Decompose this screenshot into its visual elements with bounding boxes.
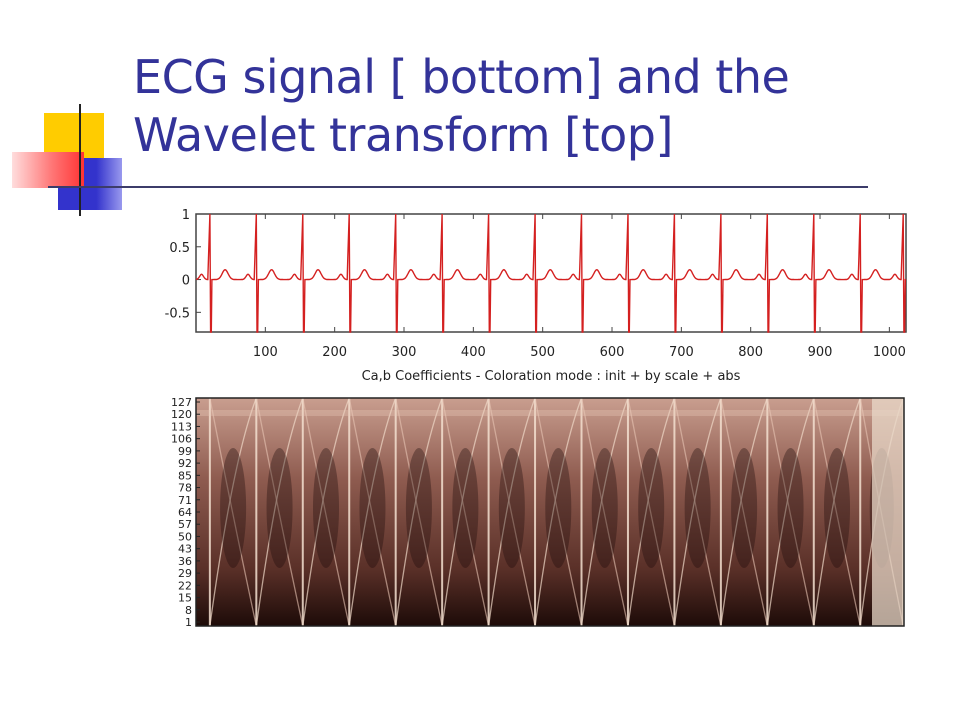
heatmap-top-band — [196, 410, 904, 416]
heatmap-y-tick-label: 29 — [178, 567, 192, 580]
heatmap-fan-line — [627, 398, 676, 626]
heatmap-fan-line — [441, 398, 490, 626]
heatmap-dark-lobe — [405, 448, 432, 568]
heatmap-fan-line — [534, 398, 583, 626]
ecg-y-tick-label: -0.5 — [165, 306, 190, 321]
heatmap-dark-lobe — [591, 448, 618, 568]
heatmap-fan-line — [441, 398, 490, 626]
heatmap-fan-line — [302, 398, 350, 626]
ecg-x-tick-label: 900 — [808, 345, 833, 360]
ecg-x-tick-label: 600 — [600, 345, 625, 360]
heatmap-fan-line — [209, 398, 257, 626]
heatmap-dark-lobe — [266, 448, 293, 568]
heatmap-fan-line — [580, 398, 629, 626]
ecg-plot-frame — [195, 213, 907, 333]
heatmap-fan-line — [720, 398, 768, 626]
heatmap-fan-line — [813, 398, 861, 626]
ecg-y-tick-label: 0.5 — [169, 241, 190, 256]
ecg-x-ticks: 100 200 300 400 500 600 700 800 900 1000 — [253, 214, 906, 360]
heatmap-y-tick-label: 57 — [178, 518, 192, 531]
heatmap-y-tick-label: 106 — [171, 433, 192, 446]
heatmap-fan-line — [673, 398, 722, 626]
heatmap-fan-line — [255, 398, 304, 626]
title-underline — [48, 186, 868, 188]
heatmap-fan-line — [580, 398, 629, 626]
heatmap-y-tick-label: 85 — [178, 469, 192, 482]
ecg-trace — [195, 213, 906, 333]
heatmap-fan-line — [348, 398, 397, 626]
heatmap-dark-lobe — [638, 448, 665, 568]
heatmap-dark-lobe — [777, 448, 804, 568]
ecg-x-tick-label: 500 — [530, 345, 555, 360]
heatmap-dark-lobe — [824, 448, 851, 568]
heatmap-fan-line — [487, 398, 536, 626]
deco-vertical-line — [79, 104, 81, 216]
heatmap-dark-lobe — [731, 448, 758, 568]
ecg-x-tick-label: 800 — [738, 345, 763, 360]
heatmap-dark-lobe — [498, 448, 525, 568]
heatmap-fan-line — [813, 398, 861, 626]
heatmap-y-tick-label: 99 — [178, 445, 192, 458]
ecg-x-tick-label: 400 — [461, 345, 486, 360]
heatmap-dark-lobe — [684, 448, 711, 568]
heatmap-fan-line — [627, 398, 676, 626]
ecg-x-tick-label: 700 — [669, 345, 694, 360]
heatmap-fan-line — [348, 398, 397, 626]
heatmap-dark-lobe — [312, 448, 340, 568]
heatmap-fan-line — [302, 398, 350, 626]
heatmap-fan-line — [395, 398, 443, 626]
heatmap-fan-line — [255, 398, 304, 626]
heatmap-dark-lobe — [452, 448, 479, 568]
ecg-x-tick-label: 300 — [392, 345, 417, 360]
ecg-x-tick-label: 1000 — [873, 345, 906, 360]
heatmap-fan-line — [673, 398, 722, 626]
heatmap-y-tick-label: 64 — [178, 506, 192, 519]
slide-title-line1: ECG signal [ bottom] and the — [133, 50, 790, 104]
heatmap-y-tick-label: 1 — [185, 616, 192, 629]
heatmap-y-tick-label: 50 — [178, 530, 192, 543]
heatmap-y-tick-label: 78 — [178, 482, 192, 495]
ecg-y-tick-label: 0 — [182, 274, 190, 289]
heatmap-y-tick-label: 8 — [185, 604, 192, 617]
ecg-plot: 10.50-0.5 100 200 300 400 500 600 700 800 900 100… — [165, 208, 907, 360]
heatmap-y-tick-label: 43 — [178, 543, 192, 556]
heatmap-fan-line — [209, 398, 257, 626]
slide-title: ECG signal [ bottom] and the Wavelet tra… — [133, 48, 933, 164]
heatmap-fan-line — [487, 398, 536, 626]
heatmap-title: Ca,b Coefficients - Coloration mode : in… — [362, 369, 741, 384]
heatmap-dark-lobe — [545, 448, 572, 568]
heatmap-fan-line — [766, 398, 815, 626]
heatmap-background — [196, 398, 904, 626]
heatmap-dark-lobe — [359, 448, 386, 568]
ecg-x-tick-label: 100 — [253, 345, 278, 360]
heatmap-fan-line — [395, 398, 443, 626]
heatmap-dark-lobe — [220, 448, 247, 568]
ecg-y-ticks: 1 0.5 0 -0.5 — [165, 208, 201, 321]
heatmap-y-tick-label: 113 — [171, 420, 192, 433]
heatmap-fan-line — [766, 398, 815, 626]
heatmap-y-tick-label: 15 — [178, 592, 192, 605]
heatmap-y-tick-label: 36 — [178, 555, 192, 568]
ecg-y-tick-label: 1 — [182, 208, 190, 223]
heatmap-right-edge — [872, 398, 904, 626]
ecg-x-tick-label: 200 — [322, 345, 347, 360]
heatmap-y-tick-label: 22 — [178, 579, 192, 592]
deco-red-bar — [12, 152, 84, 188]
heatmap-y-tick-label: 71 — [178, 494, 192, 507]
heatmap-fan-line — [720, 398, 768, 626]
heatmap-y-tick-label: 120 — [171, 408, 192, 421]
heatmap-y-tick-label: 127 — [171, 396, 192, 409]
heatmap-fan-line — [534, 398, 583, 626]
slide-title-line2: Wavelet transform [top] — [133, 108, 673, 162]
heatmap-y-tick-label: 92 — [178, 457, 192, 470]
